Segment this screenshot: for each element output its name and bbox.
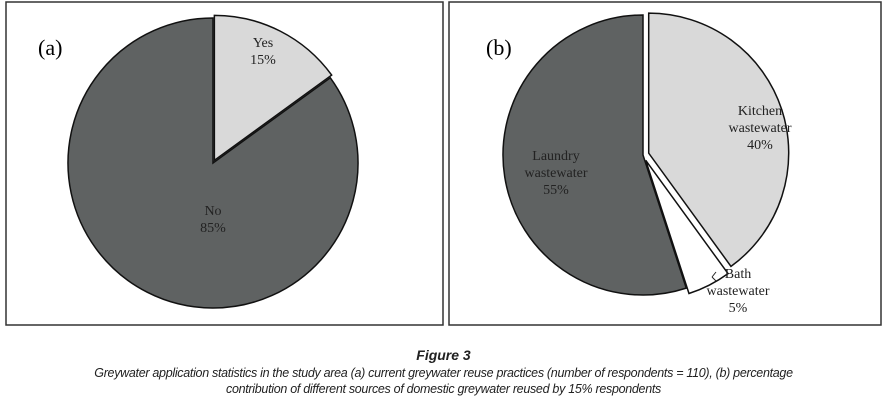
- slice-label: 40%: [747, 138, 773, 153]
- pie-slice: [502, 14, 688, 296]
- panel-a-label: (a): [38, 35, 62, 60]
- pie-slice: [647, 12, 790, 268]
- slice-label: 55%: [543, 183, 569, 198]
- slice-label: Bath: [725, 267, 751, 282]
- slice-label: Yes: [253, 36, 273, 51]
- bath-leader-line: [711, 271, 717, 282]
- caption-line-2: contribution of different sources of dom…: [226, 382, 661, 396]
- panel-a-frame: [5, 1, 444, 326]
- slice-label: wastewater: [707, 284, 770, 299]
- figure-title: Figure 3: [416, 347, 471, 363]
- figure-charts: Yes 15% No 85% Kitchen wastewater 40% Bath wast…: [5, 1, 882, 326]
- slice-label: 5%: [729, 301, 748, 316]
- caption-line-1: Greywater application statistics in the …: [94, 366, 793, 380]
- pie-slice: [645, 159, 730, 295]
- slice-label: No: [204, 204, 221, 219]
- panel-b-frame: [448, 1, 882, 326]
- pie-a: Yes 15% No 85%: [67, 14, 359, 309]
- slice-label: Laundry: [532, 149, 579, 164]
- panel-b-label: (b): [486, 35, 512, 60]
- slice-label: 15%: [250, 53, 276, 68]
- slice-label: wastewater: [729, 121, 792, 136]
- slice-label: Kitchen: [738, 104, 782, 119]
- slice-label: wastewater: [525, 166, 588, 181]
- slice-label: 85%: [200, 221, 226, 236]
- pie-slice: [213, 14, 333, 162]
- pie-b: Kitchen wastewater 40% Bath wastewater 5% Laun…: [502, 12, 792, 316]
- pie-slice: [67, 17, 359, 309]
